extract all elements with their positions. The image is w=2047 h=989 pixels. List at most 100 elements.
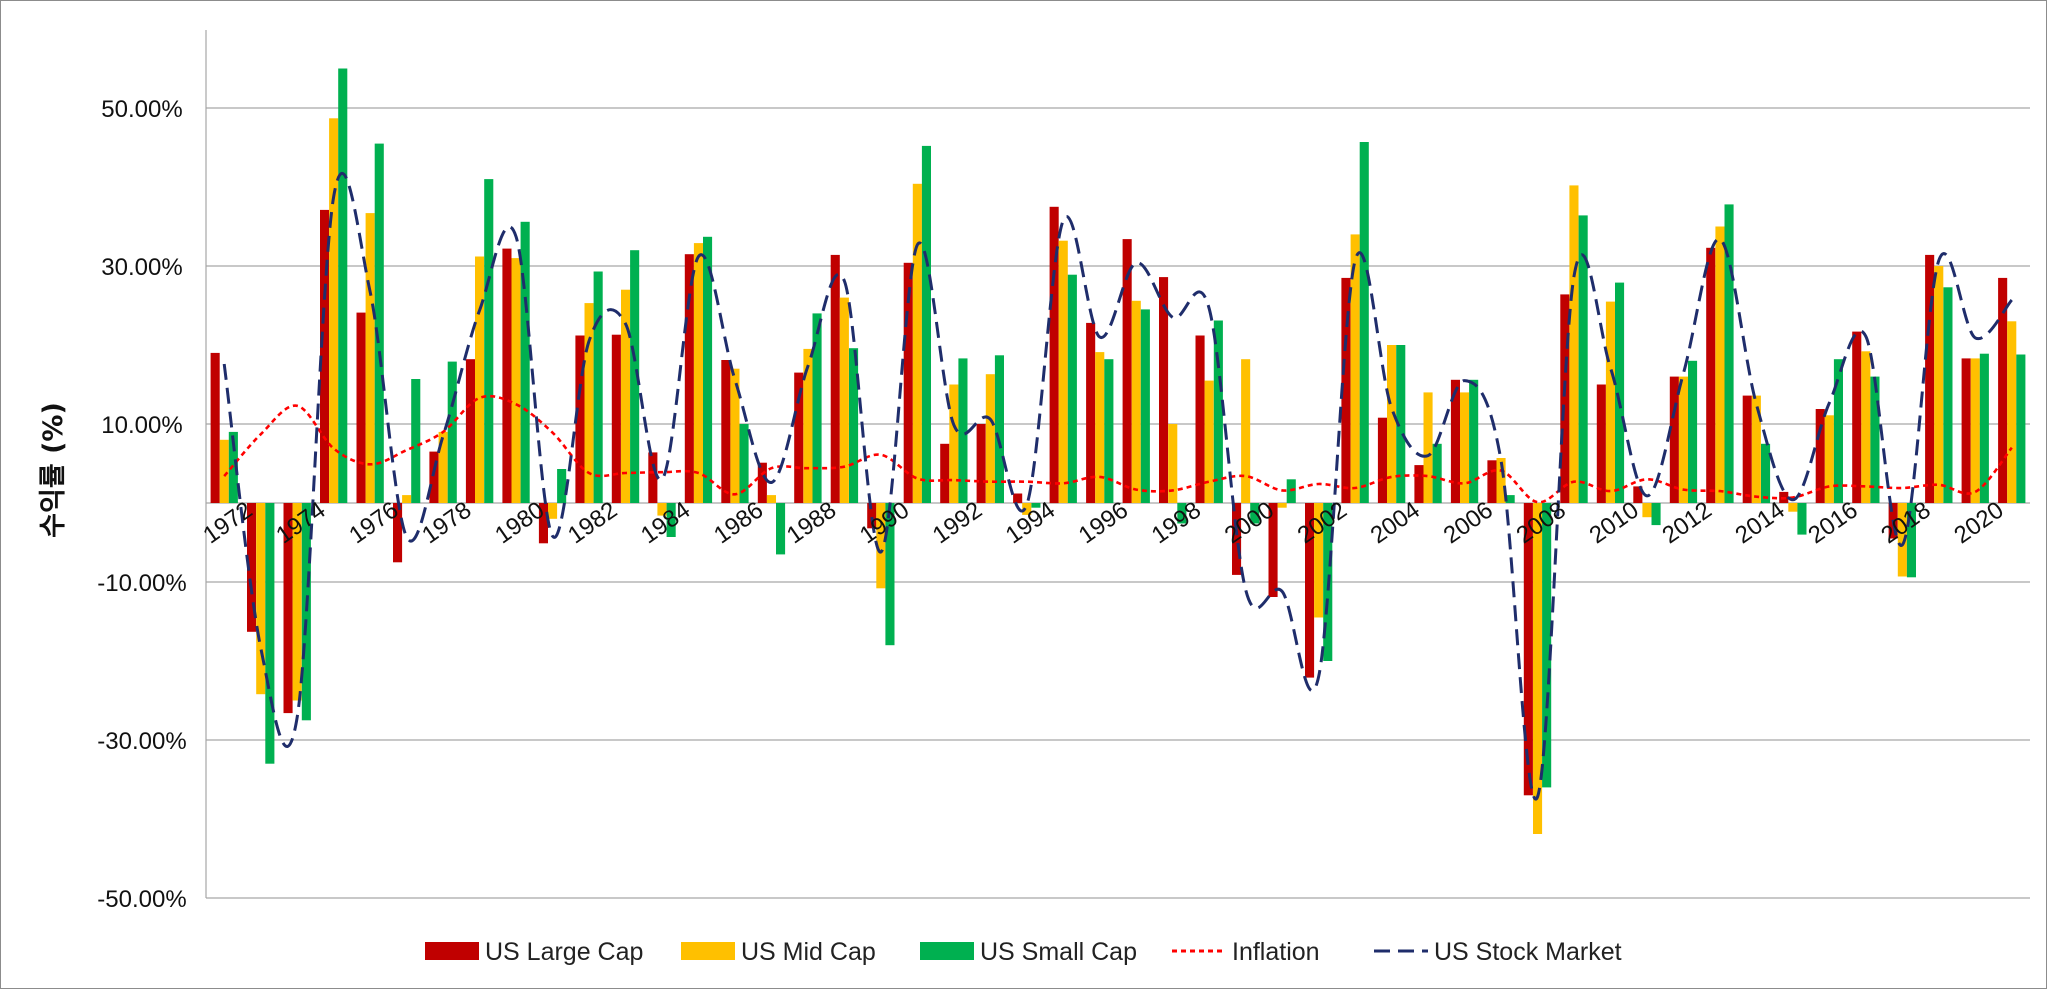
bar (1897, 503, 1907, 577)
legend-item: US Small Cap (920, 938, 1137, 966)
y-tick-label: 10.00% (101, 412, 182, 439)
bar (1177, 503, 1187, 524)
bar (1268, 503, 1278, 597)
bar (812, 313, 822, 503)
bar (475, 256, 485, 503)
bar (1961, 358, 1971, 503)
series-us-mid-cap (219, 118, 2017, 834)
bar (1651, 503, 1661, 526)
x-tick-label: 2006 (1439, 496, 1498, 549)
bar (1250, 503, 1260, 524)
legend-item: Inflation (1172, 938, 1320, 966)
bar (1432, 443, 1442, 504)
bar (1487, 460, 1497, 503)
bar (1688, 360, 1698, 503)
bar (1213, 320, 1223, 503)
bar (1925, 254, 1935, 503)
bar (365, 213, 375, 503)
bar (557, 469, 567, 503)
bar (1615, 282, 1625, 503)
bar (1423, 392, 1433, 503)
bar (1943, 287, 1953, 503)
bar (402, 495, 412, 503)
bar (256, 503, 266, 695)
bar (1833, 359, 1843, 503)
legend-label: US Stock Market (1434, 938, 1622, 966)
bar (611, 334, 621, 503)
x-tick-label: 2010 (1585, 496, 1644, 549)
bar (301, 503, 311, 721)
bar (1396, 345, 1406, 503)
bar (1560, 294, 1570, 503)
x-tick-label: 2014 (1730, 496, 1789, 549)
bar (1314, 503, 1324, 618)
series-us-large-cap (210, 206, 2008, 796)
bar (949, 384, 959, 503)
bar (1596, 384, 1606, 503)
legend-item: US Large Cap (425, 938, 643, 966)
bar (1861, 351, 1871, 503)
x-tick-label: 1992 (928, 496, 987, 549)
bar (739, 424, 749, 503)
bar (1797, 503, 1807, 535)
x-tick-label: 2020 (1949, 496, 2008, 549)
bar (1122, 239, 1132, 503)
bar (1633, 486, 1643, 503)
bar (1350, 234, 1360, 503)
bar (1086, 322, 1096, 503)
bar (1031, 503, 1041, 508)
series-us-small-cap (228, 68, 2026, 788)
x-tick-label: 1978 (417, 496, 476, 549)
y-tick-label: -10.00% (97, 570, 186, 597)
bar (356, 312, 366, 503)
bar (1022, 503, 1032, 515)
legend-swatch (681, 942, 735, 960)
bar (2016, 354, 2026, 503)
bar (465, 359, 475, 503)
y-axis-label: 수익률 (%) (38, 402, 69, 538)
bar (1450, 379, 1460, 503)
bar (794, 372, 804, 503)
bar (657, 503, 667, 516)
bar (210, 352, 220, 503)
x-tick-label: 1982 (563, 496, 622, 549)
bar (1104, 359, 1114, 503)
y-tick-label: -50.00% (97, 886, 186, 913)
bar (1824, 415, 1834, 503)
bar (1058, 240, 1068, 503)
bar (1678, 376, 1688, 503)
x-tick-label: 1986 (709, 496, 768, 549)
bar (958, 358, 968, 503)
bar (876, 503, 886, 589)
bar (1341, 277, 1351, 503)
bar (885, 503, 895, 646)
bar (228, 431, 238, 503)
bar (548, 503, 558, 519)
legend-label: US Mid Cap (741, 938, 876, 966)
legend-label: US Large Cap (485, 938, 643, 966)
bar (1815, 409, 1825, 503)
bar (411, 379, 421, 503)
bar (1460, 392, 1470, 503)
bar (1934, 266, 1944, 503)
bar (1569, 185, 1579, 503)
bar (1195, 335, 1205, 503)
x-tick-label: 2004 (1366, 496, 1425, 549)
bar (1761, 443, 1771, 504)
bar (839, 297, 849, 503)
bar (1159, 277, 1169, 503)
bar (803, 348, 813, 503)
bar (584, 303, 594, 503)
bar (1888, 503, 1898, 539)
bar (219, 439, 229, 503)
bar (976, 424, 986, 503)
bar (1505, 495, 1515, 503)
bar (912, 183, 922, 504)
line-us-stock-market (222, 172, 2013, 801)
line-inflation (223, 394, 2013, 504)
bar (393, 503, 403, 563)
x-tick-label: 2016 (1803, 496, 1862, 549)
bar (429, 451, 439, 503)
bar (292, 503, 302, 701)
